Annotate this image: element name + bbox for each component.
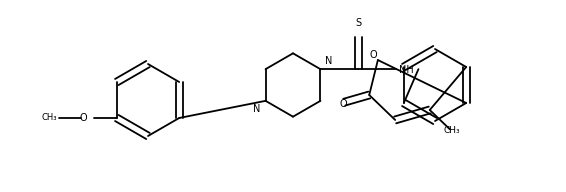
Text: O: O [369, 50, 376, 60]
Text: CH₃: CH₃ [443, 126, 460, 135]
Text: O: O [340, 98, 347, 109]
Text: N: N [325, 56, 333, 66]
Text: O: O [79, 113, 87, 123]
Text: S: S [355, 18, 362, 28]
Text: NH: NH [400, 65, 414, 75]
Text: N: N [253, 104, 260, 114]
Text: CH₃: CH₃ [41, 113, 57, 122]
